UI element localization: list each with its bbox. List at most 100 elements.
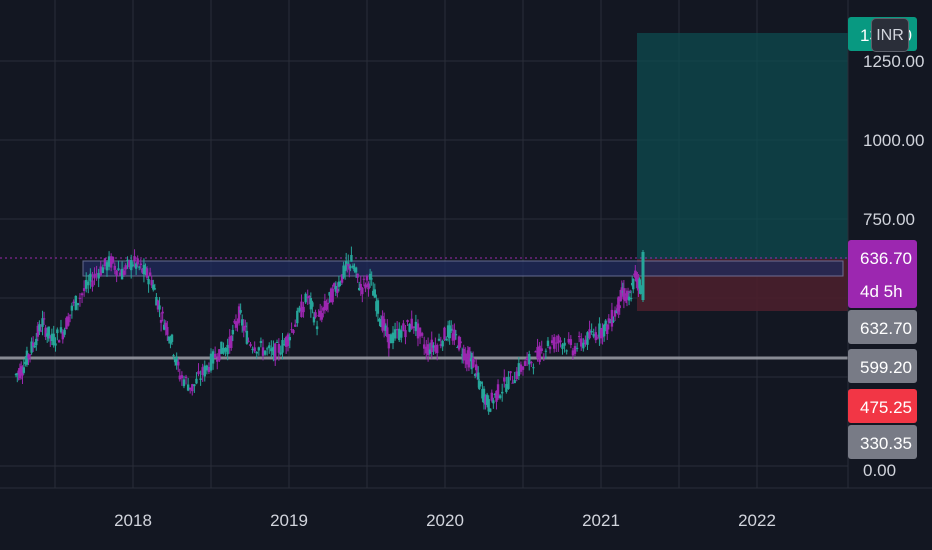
- badge-label: 632.70: [860, 319, 912, 338]
- stop-price-badge: 475.25: [848, 389, 917, 423]
- candle: [492, 397, 495, 409]
- candle: [381, 310, 384, 333]
- candle: [358, 281, 361, 292]
- candle: [153, 283, 157, 291]
- candle: [326, 298, 330, 313]
- candle: [49, 335, 52, 347]
- currency-button[interactable]: INR: [871, 18, 909, 52]
- candle: [532, 363, 535, 375]
- candle: [288, 333, 291, 349]
- candle: [485, 392, 489, 408]
- candle: [420, 331, 424, 338]
- candle: [101, 264, 105, 274]
- candle: [304, 292, 307, 304]
- candle: [244, 319, 247, 333]
- candle: [265, 346, 269, 356]
- candle: [163, 319, 166, 331]
- candle: [519, 361, 523, 375]
- candle: [563, 337, 566, 353]
- candle: [226, 338, 229, 361]
- candle: [553, 334, 556, 353]
- candle: [113, 262, 116, 275]
- candle: [292, 329, 295, 335]
- candle: [259, 337, 263, 348]
- candle: [46, 327, 49, 343]
- candle: [306, 289, 309, 305]
- candle: [493, 392, 497, 398]
- candle: [590, 323, 593, 335]
- candle: [152, 279, 155, 292]
- candle: [471, 351, 475, 368]
- candle: [376, 298, 380, 322]
- candle: [544, 348, 548, 359]
- candle: [230, 334, 233, 351]
- candle: [319, 303, 322, 321]
- candle: [609, 318, 612, 324]
- candle: [450, 320, 453, 334]
- candle: [473, 373, 477, 379]
- candle: [467, 347, 471, 372]
- candle: [479, 380, 483, 387]
- candle: [173, 357, 177, 366]
- candle: [428, 342, 432, 357]
- candle: [350, 246, 353, 262]
- candle: [540, 340, 543, 354]
- candle: [249, 342, 252, 348]
- candle: [253, 341, 256, 353]
- candle: [505, 376, 508, 394]
- support-price-badge: 599.20: [848, 349, 917, 383]
- candle: [586, 331, 589, 350]
- candle: [481, 381, 484, 403]
- candle: [59, 319, 63, 334]
- candle: [18, 363, 22, 381]
- candle: [331, 284, 334, 305]
- candle: [147, 276, 150, 293]
- y-tick-label: 0.00: [863, 461, 896, 480]
- candle: [406, 319, 409, 327]
- candle: [159, 312, 163, 332]
- candle: [489, 408, 492, 413]
- candle: [170, 333, 174, 345]
- candle: [596, 334, 600, 340]
- candle: [400, 325, 403, 343]
- candle: [378, 317, 381, 327]
- candle: [156, 299, 160, 313]
- candle: [349, 264, 352, 272]
- candle: [296, 307, 299, 327]
- profit-zone[interactable]: [637, 33, 848, 259]
- candle: [255, 351, 258, 359]
- y-tick-label: 1000.00: [863, 131, 924, 150]
- candle: [354, 266, 358, 279]
- candle: [195, 372, 198, 385]
- candle: [184, 374, 188, 385]
- candle: [632, 278, 635, 294]
- candle: [298, 305, 301, 313]
- y-tick-label: 1250.00: [863, 52, 924, 71]
- candle: [627, 290, 631, 306]
- candle: [251, 346, 254, 354]
- candle: [507, 371, 510, 390]
- candle: [24, 355, 27, 367]
- candle: [119, 269, 122, 277]
- candle: [129, 254, 133, 279]
- candle: [82, 280, 86, 297]
- candle: [575, 342, 579, 352]
- candle: [286, 332, 290, 352]
- candle: [117, 260, 120, 271]
- candle: [487, 395, 490, 415]
- candle: [312, 311, 316, 326]
- candle: [27, 353, 30, 366]
- candle: [457, 335, 461, 352]
- candle: [495, 390, 498, 410]
- resistance-zone[interactable]: [82, 260, 844, 277]
- candle: [515, 367, 518, 382]
- candle: [601, 323, 604, 345]
- candle: [263, 350, 267, 356]
- candle: [328, 291, 331, 303]
- candle: [567, 332, 570, 345]
- candle: [398, 322, 401, 342]
- candle: [33, 341, 36, 349]
